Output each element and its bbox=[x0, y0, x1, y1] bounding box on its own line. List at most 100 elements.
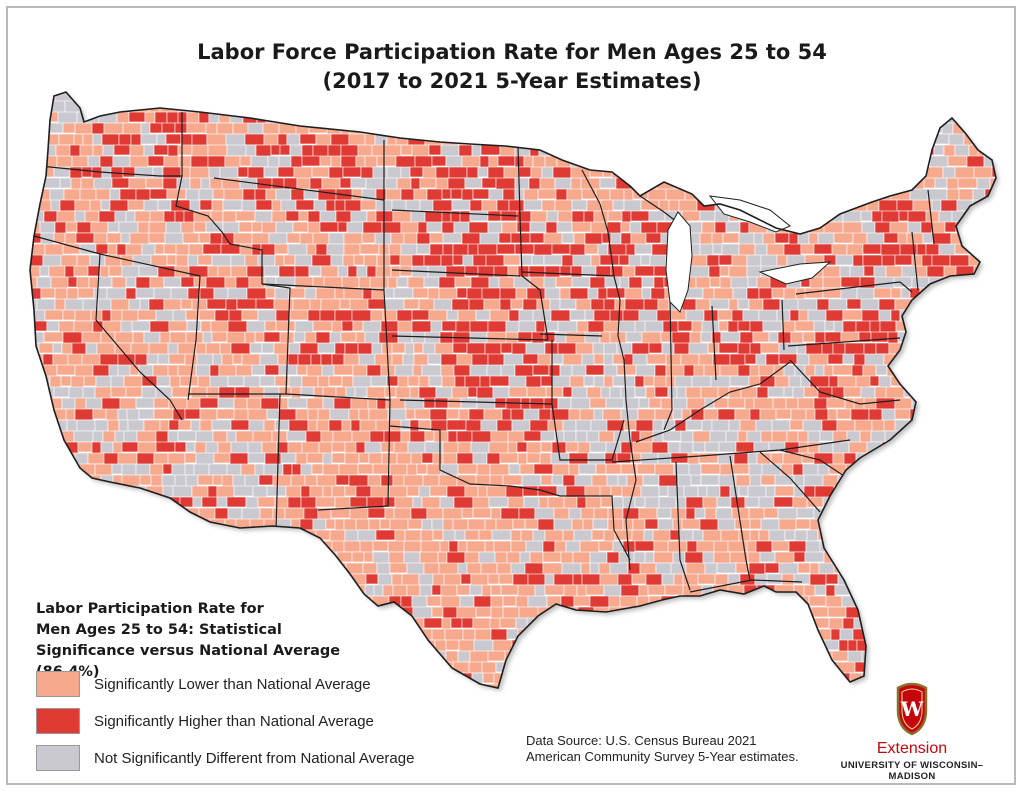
county-cell bbox=[315, 111, 334, 125]
county-cell bbox=[317, 188, 337, 202]
county-cell bbox=[368, 518, 381, 531]
county-cell bbox=[692, 529, 704, 542]
county-cell bbox=[693, 364, 705, 378]
county-cell bbox=[432, 529, 444, 541]
county-cell bbox=[454, 375, 466, 388]
county-cell bbox=[122, 584, 135, 596]
county-cell bbox=[92, 364, 110, 377]
county-cell bbox=[265, 188, 277, 201]
county-cell bbox=[54, 573, 75, 588]
county-cell bbox=[518, 309, 534, 322]
county-cell bbox=[807, 309, 827, 322]
county-cell bbox=[477, 243, 498, 256]
county-cell bbox=[806, 122, 827, 137]
county-cell bbox=[946, 92, 962, 103]
county-cell bbox=[263, 419, 276, 433]
county-cell bbox=[947, 375, 958, 387]
county-cell bbox=[981, 584, 992, 599]
county-cell bbox=[717, 628, 732, 643]
county-cell bbox=[605, 463, 622, 475]
county-cell bbox=[818, 562, 835, 575]
county-cell bbox=[721, 243, 740, 257]
county-cell bbox=[264, 320, 277, 332]
county-cell bbox=[738, 243, 756, 257]
legend-item-higher: Significantly Higher than National Avera… bbox=[36, 708, 374, 734]
county-cell bbox=[879, 320, 897, 333]
county-cell bbox=[771, 430, 788, 444]
county-cell bbox=[932, 463, 945, 475]
county-cell bbox=[367, 298, 386, 310]
county-cell bbox=[312, 518, 327, 531]
county-cell bbox=[609, 188, 625, 202]
county-cell bbox=[663, 166, 682, 179]
county-cell bbox=[411, 144, 430, 158]
county-cell bbox=[357, 144, 373, 157]
county-cell bbox=[317, 375, 330, 388]
county-cell bbox=[441, 133, 459, 147]
county-cell bbox=[912, 441, 929, 454]
county-cell bbox=[446, 408, 460, 420]
county-cell bbox=[148, 232, 166, 244]
county-cell bbox=[714, 111, 730, 125]
county-cell bbox=[157, 199, 172, 211]
county-cell bbox=[908, 485, 922, 500]
county-cell bbox=[907, 111, 927, 125]
county-cell bbox=[836, 408, 852, 420]
county-cell bbox=[110, 309, 123, 323]
county-cell bbox=[827, 353, 844, 365]
county-cell bbox=[952, 540, 968, 555]
county-cell bbox=[936, 386, 955, 398]
county-cell bbox=[850, 408, 870, 422]
county-cell bbox=[30, 100, 47, 114]
county-cell bbox=[116, 573, 132, 588]
county-cell bbox=[411, 331, 426, 344]
county-cell bbox=[579, 540, 600, 554]
county-cell bbox=[999, 530, 1011, 543]
county-cell bbox=[880, 100, 896, 113]
county-cell bbox=[853, 518, 873, 533]
county-cell bbox=[587, 320, 605, 334]
county-cell bbox=[307, 210, 321, 224]
county-cell bbox=[466, 342, 486, 355]
county-cell bbox=[218, 364, 237, 378]
county-cell bbox=[359, 243, 380, 255]
county-cell bbox=[738, 92, 750, 104]
county-cell bbox=[532, 364, 550, 376]
county-cell bbox=[684, 92, 702, 103]
county-cell bbox=[367, 122, 387, 134]
county-cell bbox=[562, 133, 581, 148]
county-cell bbox=[959, 287, 971, 302]
county-cell bbox=[627, 166, 646, 179]
county-cell bbox=[775, 408, 792, 420]
county-cell bbox=[389, 419, 402, 432]
county-cell bbox=[534, 672, 555, 685]
county-cell bbox=[390, 111, 410, 125]
county-cell bbox=[988, 474, 996, 489]
county-cell bbox=[565, 639, 582, 654]
county-cell bbox=[261, 441, 278, 454]
county-cell bbox=[899, 353, 911, 365]
county-cell bbox=[525, 672, 536, 687]
county-cell bbox=[402, 92, 419, 104]
county-cell bbox=[392, 92, 404, 102]
county-cell bbox=[864, 133, 885, 147]
county-cell bbox=[803, 474, 824, 487]
county-cell bbox=[153, 452, 169, 465]
state-line-4corners-h bbox=[188, 393, 391, 401]
county-cell bbox=[896, 485, 910, 498]
county-cell bbox=[843, 386, 862, 398]
county-cell bbox=[933, 562, 946, 577]
county-cell bbox=[890, 309, 901, 323]
county-cell bbox=[777, 155, 797, 168]
county-cell bbox=[629, 683, 645, 688]
county-cell bbox=[30, 573, 40, 586]
county-cell bbox=[389, 661, 400, 676]
county-cell bbox=[294, 276, 314, 290]
county-cell bbox=[371, 683, 387, 688]
county-cell bbox=[487, 221, 503, 234]
county-cell bbox=[802, 331, 816, 343]
county-cell bbox=[396, 276, 409, 288]
county-cell bbox=[766, 617, 777, 630]
county-cell bbox=[84, 518, 98, 530]
county-cell bbox=[928, 397, 941, 410]
